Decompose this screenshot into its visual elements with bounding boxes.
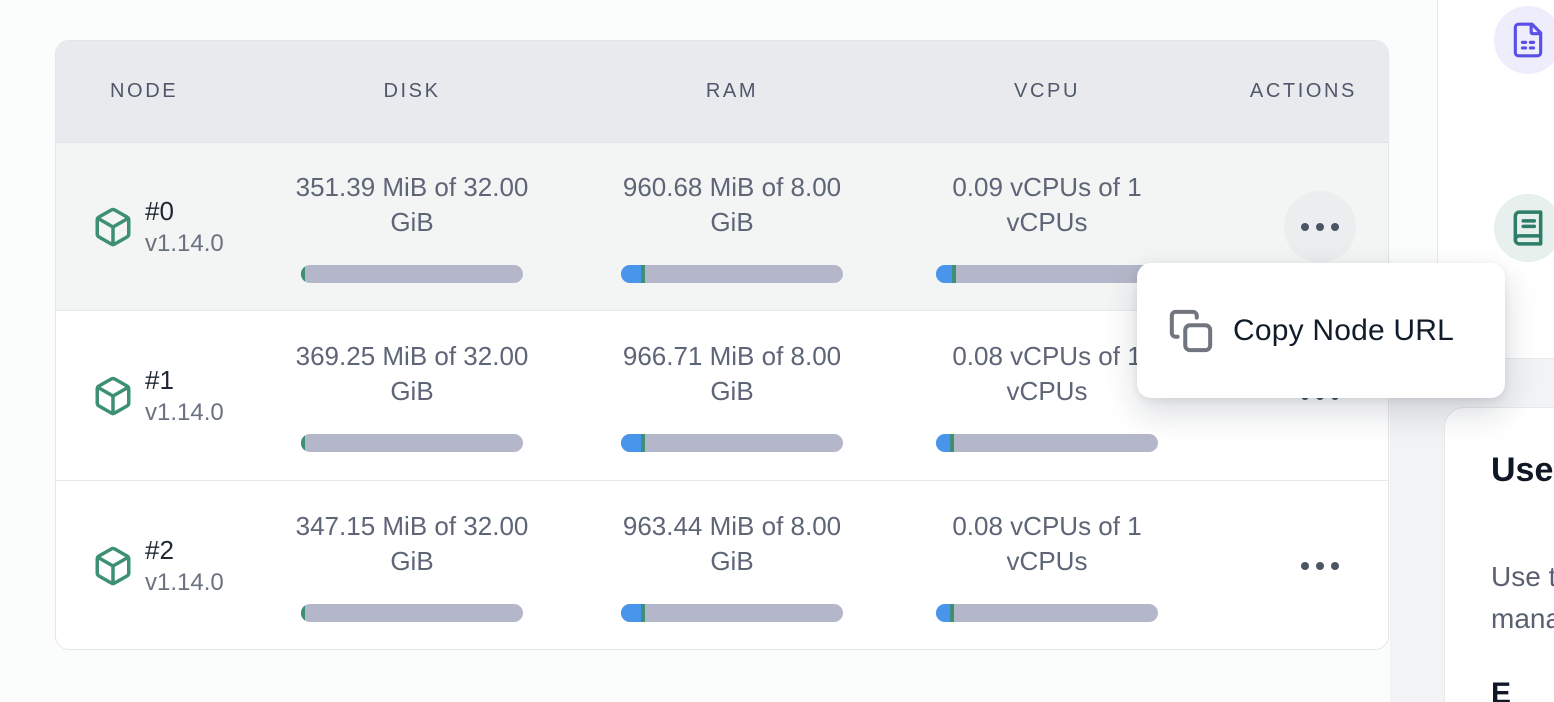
column-header-ram: RAM xyxy=(705,80,759,102)
nodes-table: NODE DISK RAM VCPU ACTIONS #0 v1.14.0 35… xyxy=(55,40,1389,650)
ram-usage-fill xyxy=(621,604,646,622)
column-header-disk: DISK xyxy=(383,80,441,102)
ram-usage-text: 963.44 MiB of 8.00 GiB xyxy=(622,511,842,576)
vcpu-usage-fill xyxy=(936,604,954,622)
ram-usage-text: 966.71 MiB of 8.00 GiB xyxy=(622,341,842,406)
node-id: #2 xyxy=(145,534,174,565)
disk-usage-fill xyxy=(301,604,305,622)
node-cube-icon xyxy=(95,207,131,246)
actions-cell xyxy=(1202,190,1388,263)
disk-usage-bar xyxy=(301,265,523,283)
ellipsis-icon xyxy=(1301,561,1309,570)
disk-usage-bar xyxy=(301,434,523,452)
column-header-vcpu: VCPU xyxy=(1014,80,1080,102)
node-cube-icon xyxy=(95,546,131,585)
vcpu-usage-fill xyxy=(936,265,956,283)
vcpu-usage-text: 0.09 vCPUs of 1 vCPUs xyxy=(952,172,1142,237)
node-actions-menu-button[interactable] xyxy=(1284,530,1356,602)
vcpu-usage-fill xyxy=(936,434,954,452)
node-cube-icon xyxy=(95,376,131,415)
node-actions-menu-button[interactable] xyxy=(1284,190,1356,263)
vcpu-usage-bar xyxy=(936,265,1158,283)
copy-node-url-menu-item[interactable]: Copy Node URL xyxy=(1168,308,1454,354)
disk-usage-fill xyxy=(301,265,305,283)
disk-cell: 347.15 MiB of 32.00 GiB xyxy=(252,509,572,622)
file-spreadsheet-button[interactable] xyxy=(1494,6,1554,74)
ram-usage-bar xyxy=(621,434,843,452)
column-header-node: NODE xyxy=(110,80,179,102)
disk-usage-text: 351.39 MiB of 32.00 GiB xyxy=(295,172,529,237)
disk-usage-bar xyxy=(301,604,523,622)
vcpu-usage-bar xyxy=(936,434,1158,452)
vcpu-cell: 0.08 vCPUs of 1 vCPUs xyxy=(892,509,1202,622)
node-cell: #2 v1.14.0 xyxy=(56,533,252,599)
ram-cell: 960.68 MiB of 8.00 GiB xyxy=(572,170,892,283)
node-version: v1.14.0 xyxy=(145,568,224,596)
table-row-node-2: #2 v1.14.0 347.15 MiB of 32.00 GiB 963.4… xyxy=(56,480,1388,649)
side-card-footer-heading: E xyxy=(1491,677,1512,702)
side-card-heading: Use xyxy=(1491,451,1554,489)
book-button[interactable] xyxy=(1494,194,1554,262)
disk-usage-text: 369.25 MiB of 32.00 GiB xyxy=(295,341,529,406)
column-header-actions: ACTIONS xyxy=(1249,80,1357,102)
table-header-row: NODE DISK RAM VCPU ACTIONS xyxy=(56,41,1388,143)
disk-cell: 351.39 MiB of 32.00 GiB xyxy=(252,170,572,283)
vcpu-usage-bar xyxy=(936,604,1158,622)
node-cell: #1 v1.14.0 xyxy=(56,363,252,429)
vcpu-cell: 0.09 vCPUs of 1 vCPUs xyxy=(892,170,1202,283)
node-version: v1.14.0 xyxy=(145,398,224,426)
node-actions-menu: Copy Node URL xyxy=(1137,263,1505,398)
copy-icon xyxy=(1169,309,1213,352)
side-card: Use Use t mana E xyxy=(1444,407,1554,702)
ram-usage-bar xyxy=(621,604,843,622)
ram-usage-text: 960.68 MiB of 8.00 GiB xyxy=(622,172,842,237)
disk-cell: 369.25 MiB of 32.00 GiB xyxy=(252,339,572,452)
node-cell: #0 v1.14.0 xyxy=(56,194,252,260)
ram-cell: 966.71 MiB of 8.00 GiB xyxy=(572,339,892,452)
ram-usage-bar xyxy=(621,265,843,283)
ellipsis-icon xyxy=(1301,222,1309,231)
node-id: #1 xyxy=(145,364,174,395)
actions-cell xyxy=(1202,530,1388,602)
ram-usage-fill xyxy=(621,434,646,452)
ram-cell: 963.44 MiB of 8.00 GiB xyxy=(572,509,892,622)
ram-usage-fill xyxy=(621,265,646,283)
side-card-body: Use t mana xyxy=(1491,561,1554,634)
node-id: #0 xyxy=(145,195,174,226)
vertical-divider xyxy=(1437,0,1438,358)
disk-usage-text: 347.15 MiB of 32.00 GiB xyxy=(295,511,529,576)
disk-usage-fill xyxy=(301,434,305,452)
file-spreadsheet-icon xyxy=(1513,22,1543,58)
vcpu-usage-text: 0.08 vCPUs of 1 vCPUs xyxy=(952,341,1142,406)
vcpu-usage-text: 0.08 vCPUs of 1 vCPUs xyxy=(952,511,1142,576)
book-icon xyxy=(1513,210,1543,246)
copy-node-url-label: Copy Node URL xyxy=(1233,313,1455,347)
node-version: v1.14.0 xyxy=(145,229,224,257)
